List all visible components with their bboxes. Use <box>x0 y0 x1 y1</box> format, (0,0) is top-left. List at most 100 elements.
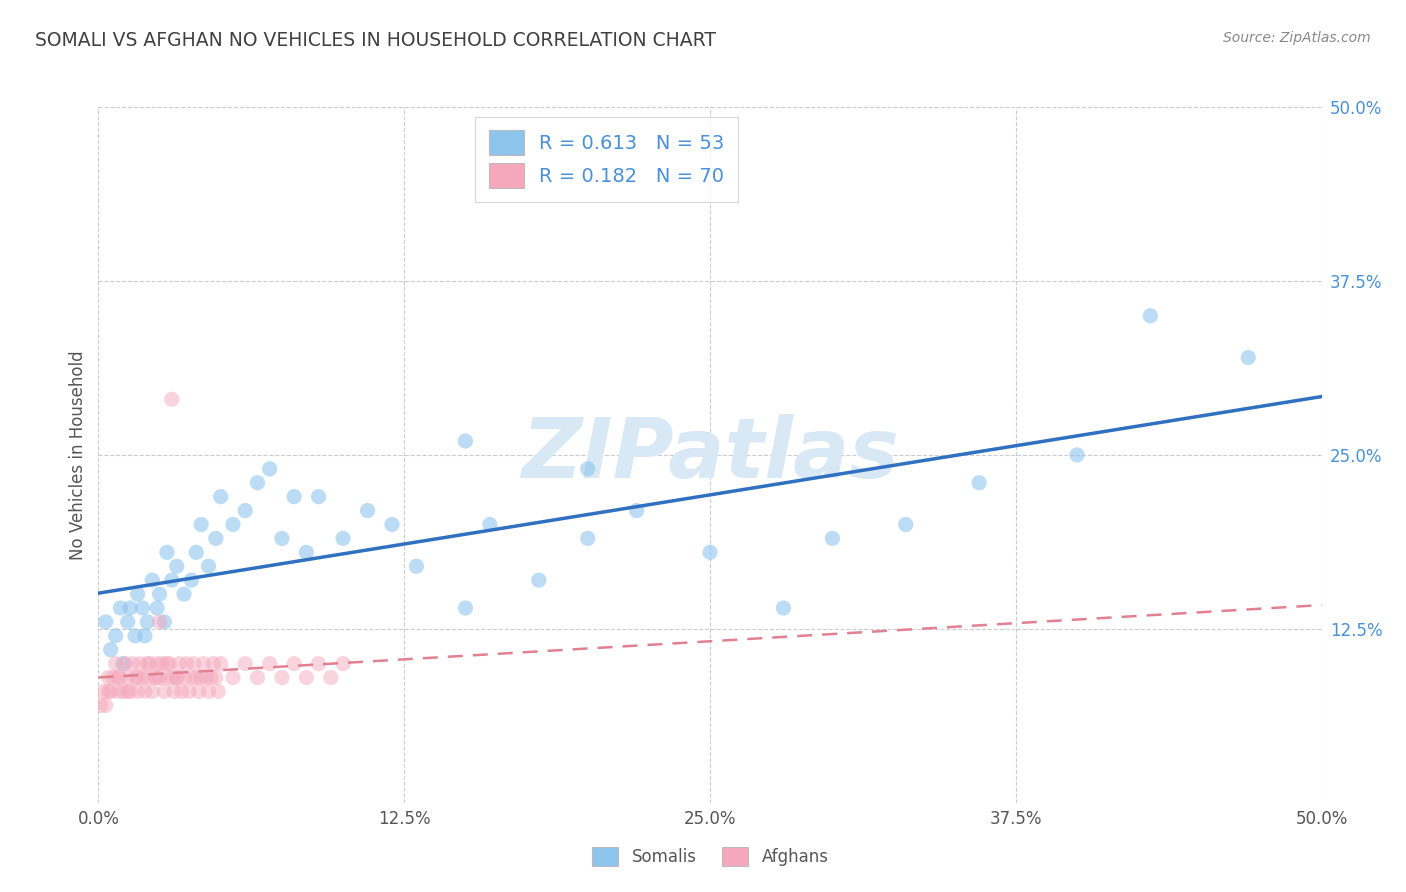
Point <box>141 684 163 698</box>
Point <box>195 671 218 685</box>
Text: SOMALI VS AFGHAN NO VEHICLES IN HOUSEHOLD CORRELATION CHART: SOMALI VS AFGHAN NO VEHICLES IN HOUSEHOL… <box>35 31 716 50</box>
Point <box>381 517 404 532</box>
Point <box>136 615 159 629</box>
Point <box>149 587 172 601</box>
Point <box>200 671 222 685</box>
Point <box>356 503 378 517</box>
Point <box>111 684 134 698</box>
Point <box>166 559 188 574</box>
Point <box>134 684 156 698</box>
Point <box>163 684 186 698</box>
Point <box>205 532 228 546</box>
Point <box>295 671 318 685</box>
Point <box>150 657 173 671</box>
Point <box>143 671 166 685</box>
Point <box>111 657 134 671</box>
Point <box>100 642 122 657</box>
Point <box>127 671 149 685</box>
Point <box>173 671 195 685</box>
Point <box>1237 351 1260 365</box>
Point <box>146 657 169 671</box>
Point <box>114 657 136 671</box>
Point <box>160 392 183 407</box>
Text: Source: ZipAtlas.com: Source: ZipAtlas.com <box>1223 31 1371 45</box>
Point <box>308 490 330 504</box>
Point <box>94 698 117 713</box>
Point <box>259 657 281 671</box>
Point <box>454 434 477 448</box>
Point <box>478 517 501 532</box>
Point <box>153 615 176 629</box>
Point <box>97 684 120 698</box>
Point <box>207 684 229 698</box>
Point <box>100 684 122 698</box>
Point <box>146 671 169 685</box>
Point <box>166 671 188 685</box>
Point <box>136 671 159 685</box>
Point <box>141 573 163 587</box>
Point <box>94 615 117 629</box>
Point <box>222 671 245 685</box>
Point <box>124 671 146 685</box>
Point <box>176 657 198 671</box>
Point <box>136 657 159 671</box>
Point <box>183 657 205 671</box>
Point <box>107 671 129 685</box>
Point <box>117 671 139 685</box>
Point <box>308 657 330 671</box>
Point <box>209 490 232 504</box>
Point <box>117 615 139 629</box>
Point <box>156 545 179 559</box>
Point <box>1066 448 1088 462</box>
Point <box>190 517 212 532</box>
Point <box>173 587 195 601</box>
Point <box>153 684 176 698</box>
Point <box>193 657 215 671</box>
Point <box>120 601 142 615</box>
Point <box>124 629 146 643</box>
Point <box>149 615 172 629</box>
Point <box>104 629 127 643</box>
Point <box>626 503 648 517</box>
Point <box>131 671 153 685</box>
Point <box>156 657 179 671</box>
Point <box>146 601 169 615</box>
Point <box>190 671 212 685</box>
Point <box>97 671 120 685</box>
Point <box>283 657 305 671</box>
Point <box>186 545 208 559</box>
Y-axis label: No Vehicles in Household: No Vehicles in Household <box>69 350 87 560</box>
Point <box>259 462 281 476</box>
Point <box>170 684 193 698</box>
Point <box>699 545 721 559</box>
Point <box>295 545 318 559</box>
Point <box>160 573 183 587</box>
Point <box>187 684 209 698</box>
Point <box>167 657 190 671</box>
Point <box>205 671 228 685</box>
Point <box>1139 309 1161 323</box>
Point <box>202 657 225 671</box>
Point <box>139 657 162 671</box>
Point <box>129 657 152 671</box>
Point <box>110 601 132 615</box>
Point <box>157 657 180 671</box>
Point <box>110 671 132 685</box>
Point <box>319 671 342 685</box>
Point <box>127 587 149 601</box>
Point <box>197 559 219 574</box>
Point <box>246 671 269 685</box>
Point <box>332 657 354 671</box>
Point <box>197 684 219 698</box>
Point <box>576 532 599 546</box>
Point <box>104 657 127 671</box>
Point <box>233 657 256 671</box>
Point <box>405 559 427 574</box>
Point <box>156 671 179 685</box>
Point <box>283 490 305 504</box>
Point <box>101 671 124 685</box>
Point <box>233 503 256 517</box>
Point <box>454 601 477 615</box>
Point <box>107 684 129 698</box>
Point <box>180 573 202 587</box>
